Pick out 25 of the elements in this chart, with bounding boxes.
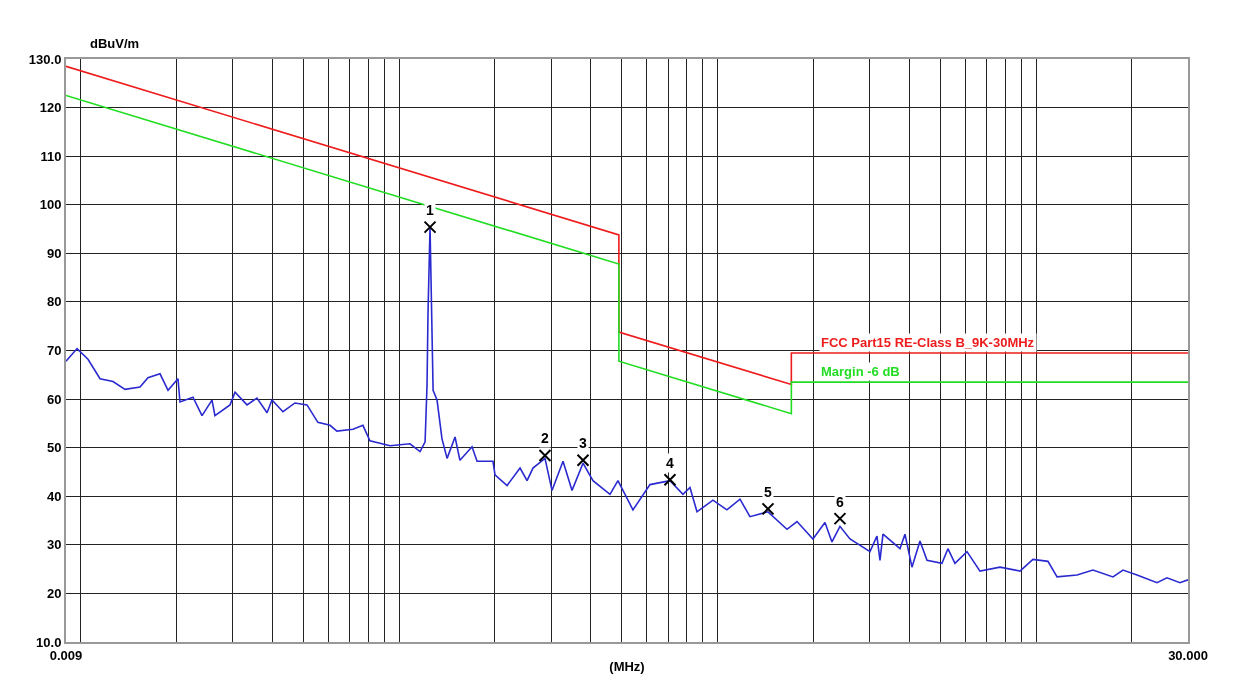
annotation: 4 <box>666 455 674 471</box>
y-tick-label: 60 <box>46 391 62 407</box>
y-tick-label: 50 <box>46 440 62 456</box>
series-label: FCC Part15 RE-Class B_9K-30MHz <box>821 335 1035 350</box>
annotation: 5 <box>764 484 772 500</box>
y-tick-label: 120 <box>39 100 62 116</box>
y-tick-label: 130.0 <box>28 51 62 67</box>
series-label: Margin -6 dB <box>821 364 900 379</box>
x-axis-title: (MHz) <box>609 658 645 674</box>
y-tick-label: 10.0 <box>36 634 62 650</box>
y-tick-label: 40 <box>46 488 62 504</box>
annotation: 6 <box>836 494 844 510</box>
y-tick-label: 30 <box>46 537 62 553</box>
annotation: 3 <box>579 435 587 451</box>
annotation: 2 <box>541 430 549 446</box>
y-tick-label: 90 <box>46 245 62 261</box>
y-tick-label: 100 <box>39 197 62 213</box>
y-tick-label: 70 <box>46 343 62 359</box>
y-tick-label: 80 <box>46 294 62 310</box>
y-tick-label: 110 <box>40 148 62 164</box>
y-tick-label: 20 <box>46 585 62 601</box>
y-axis-title: dBuV/m <box>90 36 140 51</box>
annotation: 1 <box>426 202 434 218</box>
x-tick-label: 30.000 <box>1168 647 1208 663</box>
x-tick-label: 0.009 <box>49 647 83 663</box>
